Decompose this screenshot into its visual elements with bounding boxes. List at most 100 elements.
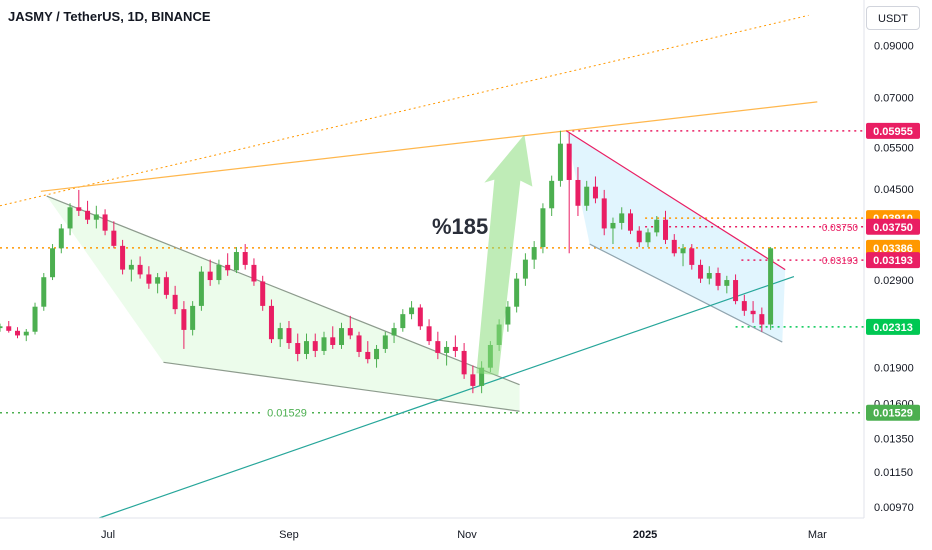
candle[interactable] — [592, 176, 598, 204]
candle[interactable] — [706, 266, 712, 285]
candle[interactable] — [733, 274, 739, 305]
candle[interactable] — [601, 189, 607, 236]
candle[interactable] — [23, 328, 29, 342]
candle[interactable] — [750, 301, 756, 323]
candle[interactable] — [137, 256, 143, 279]
candle[interactable] — [741, 294, 747, 316]
candle[interactable] — [102, 209, 108, 236]
candle[interactable] — [225, 253, 231, 276]
candle[interactable] — [444, 341, 450, 366]
candle[interactable] — [260, 275, 266, 311]
candle[interactable] — [190, 301, 196, 336]
trendline[interactable] — [163, 361, 520, 412]
trendline[interactable] — [589, 243, 783, 343]
candle[interactable] — [759, 307, 765, 332]
candle[interactable] — [715, 267, 721, 291]
currency-selector[interactable]: USDT — [866, 6, 920, 30]
candle[interactable] — [181, 301, 187, 349]
candle[interactable] — [312, 333, 318, 358]
candle[interactable] — [698, 259, 704, 283]
candle[interactable] — [671, 234, 677, 257]
candle-body — [286, 328, 292, 344]
candle[interactable] — [347, 315, 353, 340]
candle[interactable] — [120, 239, 126, 275]
y-tick-label: 0.01150 — [874, 467, 913, 479]
candle[interactable] — [41, 273, 47, 311]
candle[interactable] — [15, 327, 21, 339]
candle[interactable] — [584, 180, 590, 211]
trendline[interactable] — [0, 14, 809, 207]
candle[interactable] — [724, 275, 730, 294]
candle-body — [435, 341, 441, 353]
candle[interactable] — [321, 331, 327, 355]
candle[interactable] — [619, 207, 625, 230]
candle[interactable] — [540, 203, 546, 254]
candle[interactable] — [566, 132, 572, 254]
candle[interactable] — [303, 333, 309, 360]
candle[interactable] — [627, 209, 633, 235]
candle[interactable] — [391, 322, 397, 344]
candle[interactable] — [549, 175, 555, 217]
candle[interactable] — [400, 309, 406, 332]
candle[interactable] — [172, 285, 178, 315]
candle[interactable] — [146, 266, 152, 289]
candle[interactable] — [636, 226, 642, 248]
candle[interactable] — [610, 217, 616, 245]
candle[interactable] — [645, 228, 651, 248]
candle[interactable] — [522, 253, 528, 286]
candle[interactable] — [452, 335, 458, 358]
candle[interactable] — [286, 321, 292, 349]
candle-body — [347, 328, 353, 336]
candle[interactable] — [207, 259, 213, 286]
candle[interactable] — [365, 341, 371, 364]
trendline[interactable] — [46, 195, 520, 386]
candle[interactable] — [50, 244, 56, 281]
candle[interactable] — [531, 241, 537, 269]
candle[interactable] — [470, 365, 476, 394]
candle[interactable] — [514, 273, 520, 313]
candle[interactable] — [575, 167, 581, 217]
candle[interactable] — [128, 259, 134, 282]
candle[interactable] — [330, 326, 336, 349]
candle[interactable] — [198, 266, 204, 311]
candle[interactable] — [557, 130, 563, 187]
candle[interactable] — [435, 331, 441, 360]
candle[interactable] — [67, 203, 73, 236]
candle-body — [207, 271, 213, 281]
candle[interactable] — [76, 189, 82, 217]
candle[interactable] — [409, 301, 415, 320]
candle[interactable] — [233, 247, 239, 274]
candle[interactable] — [339, 322, 345, 349]
candle[interactable] — [163, 271, 169, 299]
trendline[interactable] — [565, 130, 786, 271]
candle[interactable] — [242, 244, 248, 270]
candle[interactable] — [768, 247, 774, 330]
candle[interactable] — [251, 258, 257, 286]
candle[interactable] — [382, 331, 388, 353]
candle[interactable] — [680, 244, 686, 267]
candle[interactable] — [461, 343, 467, 379]
candle[interactable] — [689, 244, 695, 270]
candle[interactable] — [505, 301, 511, 332]
candle[interactable] — [417, 304, 423, 330]
candle[interactable] — [111, 221, 117, 249]
candle[interactable] — [155, 273, 161, 294]
candle[interactable] — [93, 205, 99, 229]
candle[interactable] — [58, 224, 64, 254]
candle[interactable] — [85, 200, 91, 225]
candle[interactable] — [663, 210, 669, 245]
trendline[interactable] — [40, 101, 818, 192]
candle[interactable] — [356, 331, 362, 358]
candle[interactable] — [654, 216, 660, 237]
candle[interactable] — [374, 344, 380, 368]
candle[interactable] — [277, 322, 283, 347]
candle[interactable] — [0, 323, 3, 332]
candle[interactable] — [268, 299, 274, 344]
candle[interactable] — [295, 333, 301, 362]
candle[interactable] — [32, 302, 38, 335]
candle[interactable] — [6, 321, 12, 333]
trendline[interactable] — [99, 275, 795, 519]
candle[interactable] — [216, 259, 222, 285]
candle[interactable] — [426, 319, 432, 345]
